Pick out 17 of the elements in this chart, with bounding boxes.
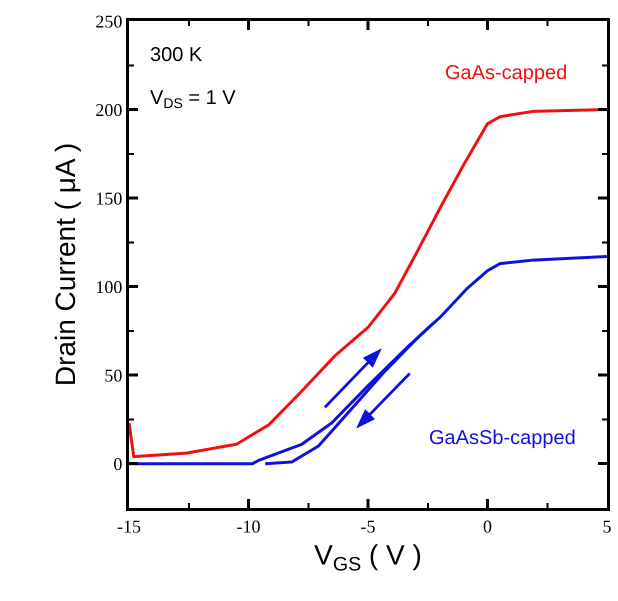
- y-tick-label: 200: [95, 100, 122, 120]
- x-tick-label: 0: [483, 516, 492, 537]
- x-tick-label: -5: [360, 516, 376, 537]
- y-tick-label: 50: [104, 365, 122, 386]
- y-tick-label: 250: [95, 11, 122, 32]
- annotation: V$_{DS}$ = 1 V: [150, 87, 236, 112]
- x-tick-label: -10: [236, 516, 260, 537]
- series-label: GaAs-capped: [445, 62, 568, 84]
- text: GaAsSb-capped: [429, 427, 576, 449]
- y-tick-label: 0: [113, 454, 122, 474]
- x-tick-label: -15: [117, 516, 141, 537]
- annotation: 300 K: [150, 44, 203, 66]
- y-axis-title: Drain Current ( μA ): [50, 142, 82, 386]
- y-tick-label: 150: [95, 188, 122, 208]
- x-tick-label: 5: [602, 516, 612, 537]
- x-axis-title: V$_{GS}$ ( V ): [314, 540, 422, 576]
- y-tick-label: 100: [95, 276, 122, 297]
